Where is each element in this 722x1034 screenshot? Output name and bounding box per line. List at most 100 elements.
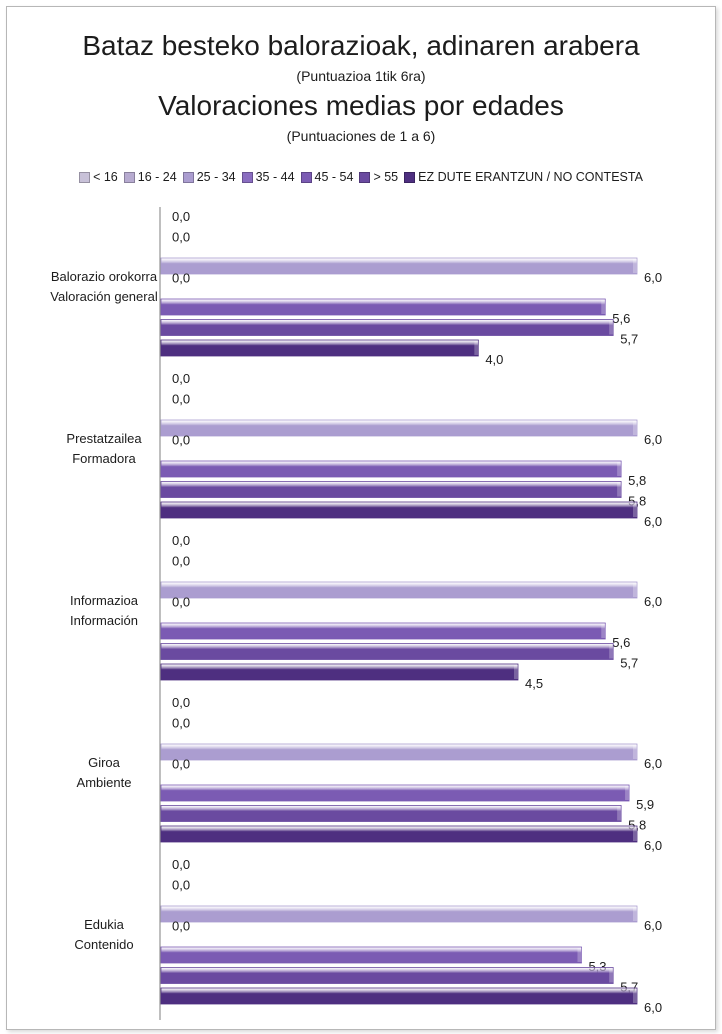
legend-swatch (79, 171, 91, 183)
bar-end-cap (617, 482, 622, 497)
bar (160, 946, 582, 964)
bar (160, 663, 519, 681)
legend-label: < 16 (93, 170, 118, 184)
legend-item: > 55 (359, 170, 398, 184)
data-label: 6,0 (644, 432, 662, 447)
data-label: 0,0 (172, 433, 190, 448)
bar-end-cap (617, 806, 622, 821)
chart-subtitle-spanish: (Puntuaciones de 1 a 6) (286, 128, 436, 144)
data-label: 0,0 (172, 209, 190, 224)
bar (160, 805, 622, 822)
bar (160, 481, 622, 498)
legend-swatch (123, 171, 135, 183)
data-label: 4,0 (485, 352, 503, 367)
bar-end-cap (609, 644, 614, 659)
legend-swatch (404, 171, 416, 183)
legend-item: 25 - 34 (182, 170, 236, 184)
data-label: 5,8 (628, 473, 646, 488)
bar (160, 257, 638, 275)
data-label: 0,0 (172, 595, 190, 610)
data-label: 0,0 (172, 271, 190, 286)
data-label: 0,0 (172, 371, 190, 386)
bar-end-cap (577, 948, 582, 962)
legend-item: < 16 (79, 170, 118, 184)
bar (160, 298, 606, 316)
legend-item: 35 - 44 (241, 170, 295, 184)
legend-item: 45 - 54 (300, 170, 354, 184)
bar-end-cap (609, 968, 614, 983)
bar-end-cap (601, 300, 606, 314)
legend-label: 45 - 54 (314, 170, 354, 184)
data-label: 5,7 (620, 656, 638, 671)
category-label: Giroa (88, 755, 121, 770)
data-label: 0,0 (172, 554, 190, 569)
category-label: Contenido (74, 937, 133, 952)
data-label: 6,0 (644, 514, 662, 529)
data-label: 4,5 (525, 676, 543, 691)
bar-end-cap (633, 989, 637, 1003)
bar (160, 967, 614, 984)
bar (160, 743, 638, 761)
legend-label: 25 - 34 (196, 170, 236, 184)
data-label: 6,0 (644, 838, 662, 853)
data-label: 6,0 (644, 918, 662, 933)
bar-end-cap (633, 583, 637, 597)
bar (160, 501, 638, 519)
bar (160, 419, 638, 437)
legend-label: 16 - 24 (137, 170, 177, 184)
bar (160, 987, 638, 1005)
data-label: 0,0 (172, 230, 190, 245)
data-label: 0,0 (172, 919, 190, 934)
bar (160, 784, 630, 802)
bar (160, 460, 622, 478)
data-label: 0,0 (172, 857, 190, 872)
category-label: Información (70, 613, 138, 628)
legend-swatch (359, 171, 371, 183)
bar (160, 581, 638, 599)
bar (160, 643, 614, 660)
bar-end-cap (633, 503, 637, 517)
category-label: Prestatzailea (66, 431, 142, 446)
chart-subtitle-basque: (Puntuazioa 1tik 6ra) (296, 68, 426, 84)
category-label: Valoración general (50, 289, 158, 304)
chart-legend: < 16 16 - 24 25 - 34 35 - 44 45 - 54 > 55 EZ D… (0, 170, 722, 184)
data-label: 0,0 (172, 716, 190, 731)
legend-label: EZ DUTE ERANTZUN / NO CONTESTA (418, 170, 643, 184)
bar (160, 339, 479, 357)
legend-label: > 55 (373, 170, 399, 184)
data-label: 5,7 (620, 332, 638, 347)
bar (160, 319, 614, 336)
data-label: 5,6 (612, 311, 630, 326)
category-label: Informazioa (70, 593, 139, 608)
category-label: Formadora (72, 451, 136, 466)
data-label: 6,0 (644, 270, 662, 285)
bar-end-cap (633, 907, 637, 921)
bar-end-cap (601, 624, 606, 638)
bar-end-cap (633, 421, 637, 435)
data-label: 0,0 (172, 757, 190, 772)
bar (160, 905, 638, 923)
bar-end-cap (609, 320, 614, 335)
data-label: 0,0 (172, 878, 190, 893)
data-label: 6,0 (644, 1000, 662, 1015)
data-label: 6,0 (644, 756, 662, 771)
data-label: 5,6 (612, 635, 630, 650)
legend-item: EZ DUTE ERANTZUN / NO CONTESTA (404, 170, 643, 184)
category-label: Ambiente (77, 775, 132, 790)
bar-end-cap (514, 665, 518, 679)
category-label: Balorazio orokorra (51, 269, 158, 284)
legend-swatch (182, 171, 194, 183)
legend-swatch (241, 171, 253, 183)
data-label: 0,0 (172, 695, 190, 710)
bar-end-cap (633, 827, 637, 841)
bar-end-cap (633, 259, 637, 273)
chart-title-basque: Bataz besteko balorazioak, adinaren arab… (82, 30, 640, 61)
bar-end-cap (625, 786, 630, 800)
bar-end-cap (617, 462, 622, 476)
chart-title-spanish: Valoraciones medias por edades (158, 90, 564, 121)
bar (160, 622, 606, 640)
data-label: 6,0 (644, 594, 662, 609)
bar (160, 825, 638, 843)
data-label: 0,0 (172, 533, 190, 548)
